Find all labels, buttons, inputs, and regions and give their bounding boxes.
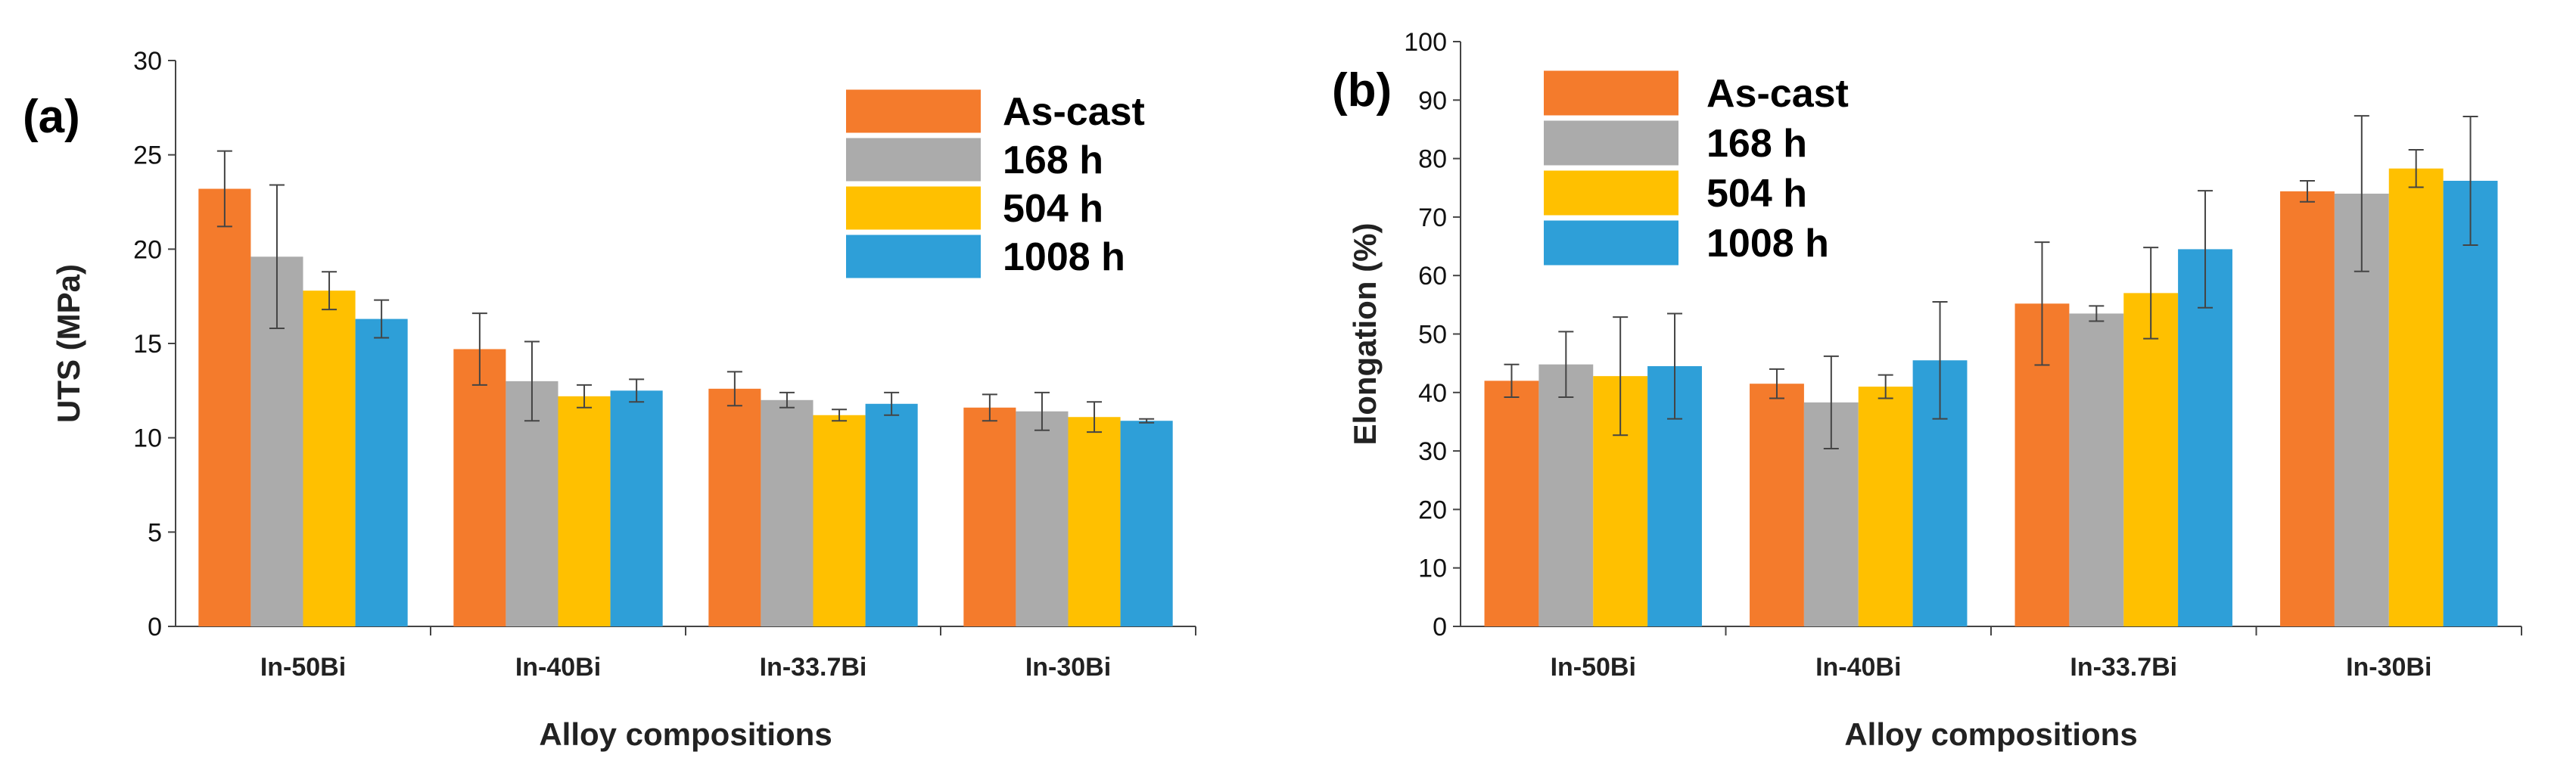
bar-as-cast-in-40bi <box>1750 384 1804 626</box>
legend-label-as-cast: As-cast <box>1706 72 1849 116</box>
y-tick-label: 10 <box>1418 555 1447 583</box>
y-tick-label: 20 <box>1418 496 1447 524</box>
y-tick-label: 0 <box>1433 613 1447 642</box>
legend: As-cast 168 h 504 h 1008 h <box>1544 70 1849 266</box>
x-tick-label: In-33.7Bi <box>760 653 867 682</box>
y-tick-label: 100 <box>1404 28 1447 57</box>
bar-as-cast-in-50bi <box>1484 381 1539 626</box>
y-tick-label: 5 <box>148 518 162 547</box>
legend-swatch-504-h <box>846 186 981 230</box>
bar-504-h-in-30bi <box>2388 168 2444 627</box>
bar-168-h-in-40bi <box>506 381 558 626</box>
bar-as-cast-in-30bi <box>963 407 1016 626</box>
legend-label-1008-h: 1008 h <box>1003 235 1125 279</box>
bar-1008-h-in-33-7bi <box>2178 249 2232 626</box>
legend-swatch-as-cast <box>846 89 981 133</box>
panel-label-b: (b) <box>1332 64 1392 117</box>
bar-504-h-in-30bi <box>1068 417 1121 626</box>
x-axis-label: Alloy compositions <box>539 716 832 752</box>
bar-1008-h-in-33-7bi <box>865 403 918 626</box>
panel-label-a: (a) <box>23 91 80 143</box>
bar-168-h-in-33-7bi <box>761 399 814 626</box>
x-axis-label: Alloy compositions <box>1844 716 2137 752</box>
y-tick-label: 60 <box>1418 262 1447 291</box>
bar-1008-h-in-30bi <box>1120 421 1173 626</box>
bar-as-cast-in-40bi <box>453 349 506 626</box>
legend-swatch-1008-h <box>846 235 981 278</box>
bar-168-h-in-50bi <box>1538 364 1594 626</box>
x-tick-label: In-50Bi <box>260 653 346 682</box>
bar-1008-h-in-40bi <box>610 390 663 626</box>
x-tick-label: In-50Bi <box>1551 653 1636 682</box>
legend-label-504-h: 504 h <box>1706 172 1807 216</box>
y-axis-label: Elongation (%) <box>1347 223 1383 446</box>
x-tick-label: In-30Bi <box>2346 653 2431 682</box>
chart-a-uts: 0 5 10 15 20 25 30 In-50Bi In-40Bi In-33.7Bi In-30… <box>23 47 1196 752</box>
y-tick-label: 10 <box>133 424 162 453</box>
x-tick-label: In-30Bi <box>1025 653 1111 682</box>
y-tick-label: 80 <box>1418 145 1447 174</box>
legend-swatch-168-h <box>846 138 981 182</box>
legend-swatch-504-h <box>1544 170 1678 216</box>
y-axis-label: UTS (MPa) <box>51 264 86 423</box>
chart-b-elongation: 0 10 20 30 40 50 60 70 80 90 100 In-50Bi In-40Bi In-3… <box>1332 28 2522 752</box>
y-tick-label: 90 <box>1418 86 1447 115</box>
bar-504-h-in-40bi <box>558 396 611 626</box>
bar-504-h-in-50bi <box>303 291 356 626</box>
legend-label-504-h: 504 h <box>1003 187 1103 231</box>
x-tick-label: In-40Bi <box>1815 653 1901 682</box>
x-tick-label: In-33.7Bi <box>2070 653 2177 682</box>
y-tick-label: 30 <box>1418 437 1447 466</box>
y-tick-label: 70 <box>1418 204 1447 232</box>
bar-504-h-in-40bi <box>1858 387 1913 626</box>
legend-swatch-as-cast <box>1544 70 1678 116</box>
legend-label-168-h: 168 h <box>1706 122 1807 166</box>
legend-label-1008-h: 1008 h <box>1706 222 1829 266</box>
bar-1008-h-in-50bi <box>355 318 408 626</box>
y-tick-label: 40 <box>1418 379 1447 408</box>
bar-as-cast-in-50bi <box>198 188 251 627</box>
y-tick-label: 30 <box>133 47 162 76</box>
y-tick-label: 0 <box>148 613 162 642</box>
bar-168-h-in-33-7bi <box>2069 313 2124 626</box>
legend-label-168-h: 168 h <box>1003 138 1103 182</box>
legend-label-as-cast: As-cast <box>1003 90 1145 134</box>
y-tick-label: 20 <box>133 235 162 264</box>
y-tick-label: 15 <box>133 330 162 359</box>
legend-swatch-1008-h <box>1544 220 1678 266</box>
bar-as-cast-in-33-7bi <box>708 388 761 626</box>
bar-504-h-in-33-7bi <box>2123 293 2179 626</box>
bar-504-h-in-33-7bi <box>813 415 866 626</box>
x-tick-label: In-40Bi <box>515 653 601 682</box>
legend-swatch-168-h <box>1544 120 1678 166</box>
bar-1008-h-in-30bi <box>2443 180 2498 626</box>
bar-as-cast-in-30bi <box>2280 191 2335 626</box>
y-tick-label: 50 <box>1418 321 1447 350</box>
y-tick-label: 25 <box>133 141 162 170</box>
bar-168-h-in-30bi <box>1016 411 1069 626</box>
